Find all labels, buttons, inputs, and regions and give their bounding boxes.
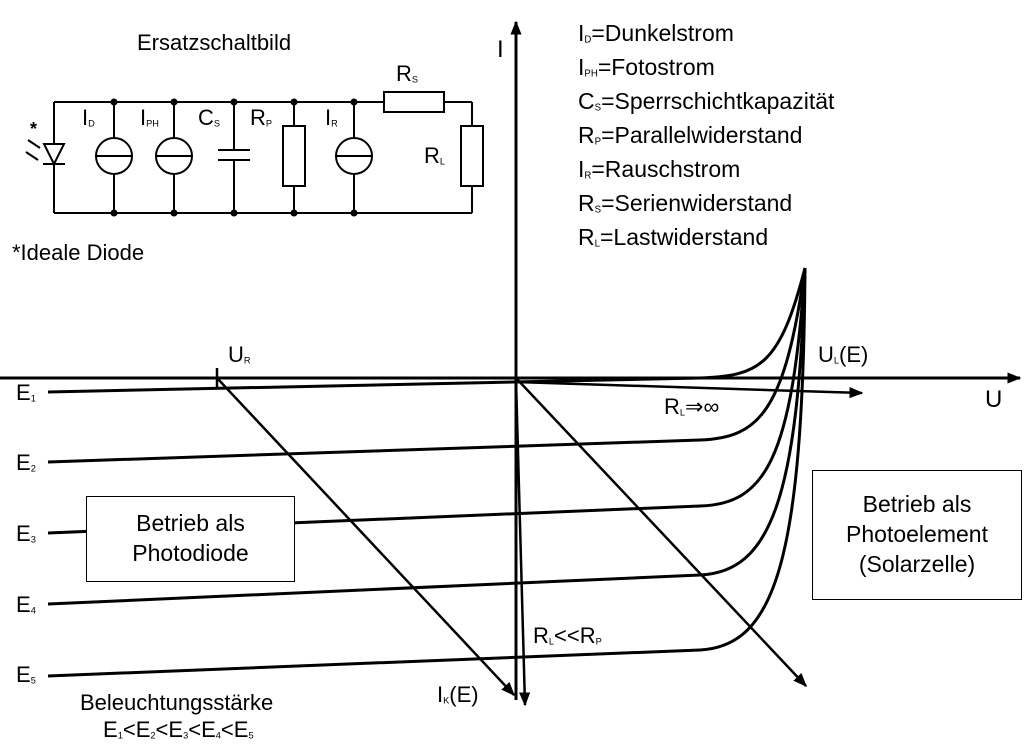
label-rp: RP [250,105,273,130]
load-line-photodiode [216,377,515,697]
equivalent-circuit [25,91,484,217]
label-ul: UL(E) [818,342,869,367]
curve-label-e3: E3 [16,521,36,546]
photoelement-mode-box: Betrieb als Photoelement (Solarzelle) [812,470,1022,600]
illuminance-title: Beleuchtungsstärke [80,690,274,715]
curve-e1 [47,267,807,394]
load-line-rl-small [515,377,807,688]
resistor-rp [282,102,306,213]
curve-label-e1: E1 [16,380,36,405]
load-line-rl-infinite [515,380,864,399]
ideal-diode-note: *Ideale Diode [12,240,145,265]
resistor-rs [383,91,445,113]
label-ur: UR [228,342,251,367]
label-ik: IK(E) [437,682,479,707]
legend-item: IR=Rauschstrom [578,156,741,182]
curve-e3 [47,267,807,535]
load-lines [216,377,864,707]
curve-label-e4: E4 [16,592,36,617]
resistor-rl [460,125,484,187]
load-line-short-circuit [514,379,531,707]
legend-item: CS=Sperrschichtkapazität [578,88,835,114]
legend-item: IPH=Fotostrom [578,54,715,80]
curve-label-e5: E5 [16,662,36,687]
label-rl: RL [424,143,446,168]
label-ir: IR [325,105,338,130]
curve-e4 [47,267,807,606]
capacitor-cs [218,102,250,213]
junction-dots [110,98,358,217]
photodiode-mode-box: Betrieb als Photodiode [86,496,295,582]
curve-label-e2: E2 [16,450,36,475]
x-axis-label: U [985,386,1003,413]
circuit-title: Ersatzschaltbild [137,30,292,55]
current-source-id [95,102,133,213]
legend-item: RS=Serienwiderstand [578,190,793,216]
curve-e5 [47,267,807,678]
legend-item: RL=Lastwiderstand [578,224,769,250]
legend-item: RP=Parallelwiderstand [578,122,803,148]
label-cs: CS [198,105,221,130]
illuminance-order: E1<E2<E3<E4<E5 [103,717,254,742]
label-id: ID [82,105,95,130]
label-rl-small: RL<<RP [533,623,602,648]
label-rl-infinite: RL⇒∞ [664,394,720,419]
label-rs: RS [396,61,419,86]
diode-star: * [30,119,38,139]
y-axis-label: I [497,36,504,63]
current-source-iph [155,102,193,213]
curve-e2 [47,267,807,464]
label-iph: IPH [140,105,159,130]
characteristic-curves [47,267,807,678]
diode-symbol [25,102,66,213]
legend-item: ID=Dunkelstrom [578,20,734,46]
current-source-ir [335,102,373,213]
